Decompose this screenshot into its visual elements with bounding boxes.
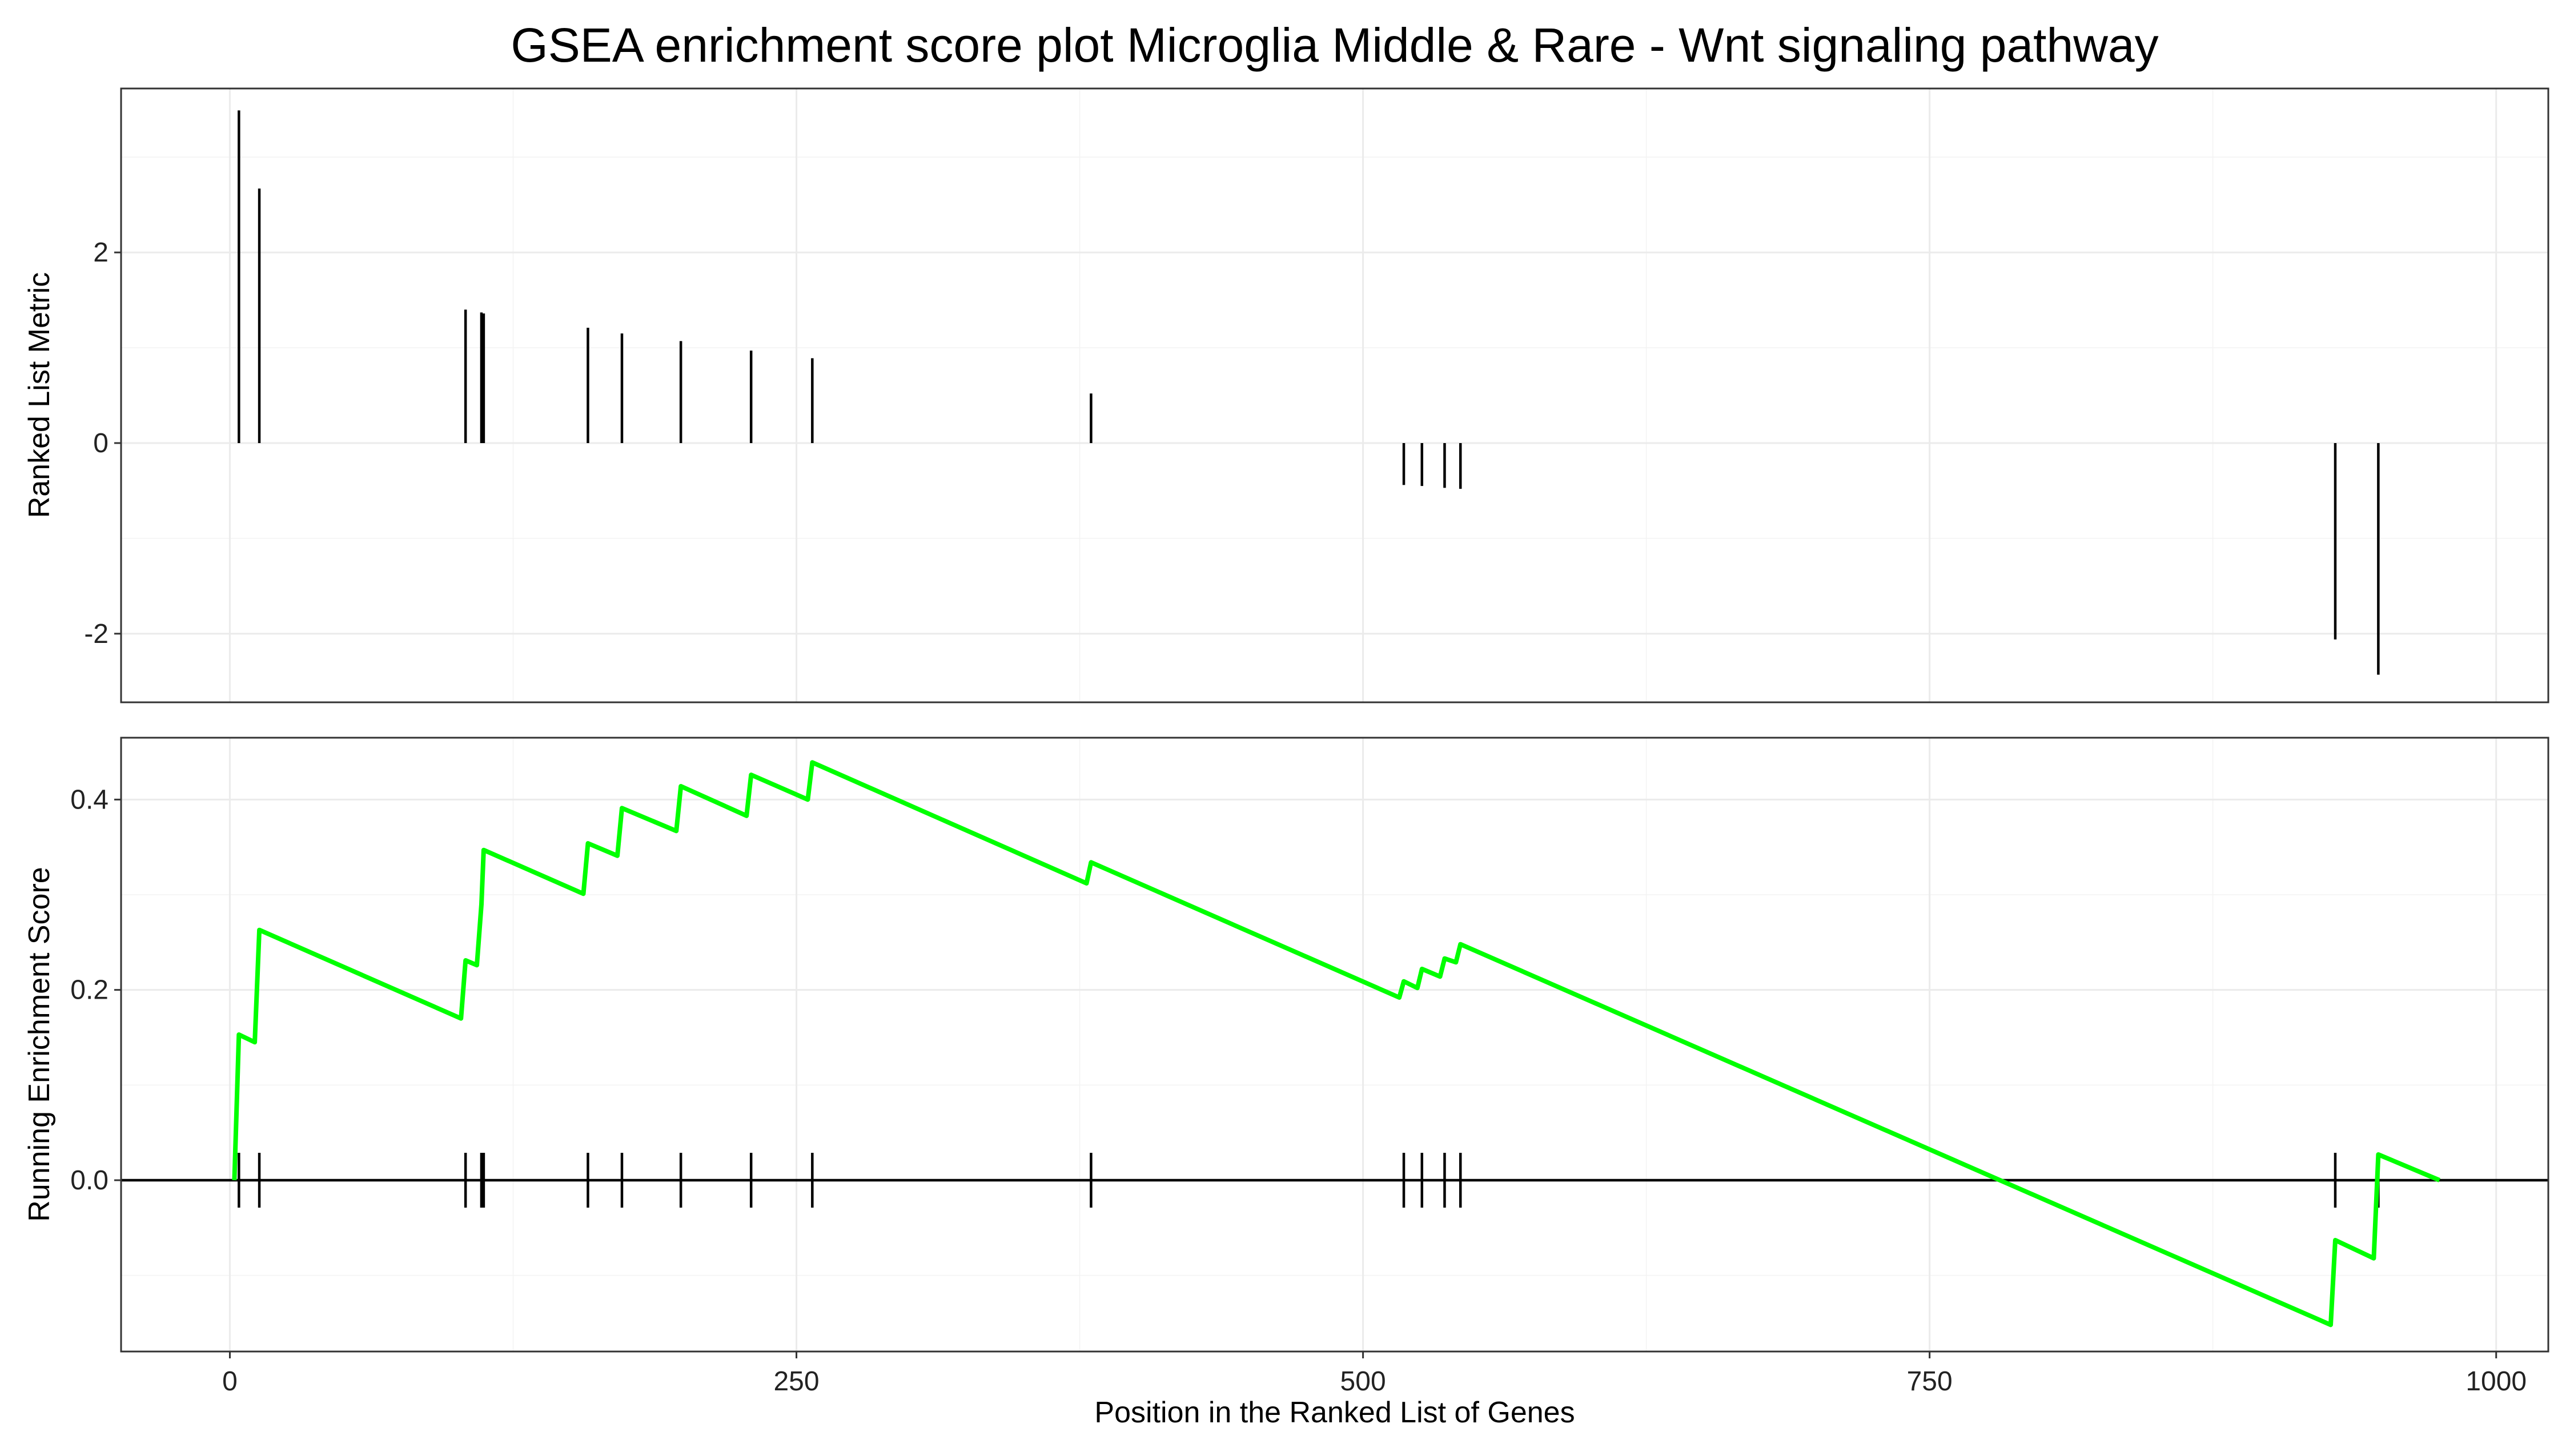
metric-y-tick-label: 0 [93, 428, 109, 458]
metric-panel: -2 0 2 Ranked List Metric [23, 87, 2549, 703]
metric-y-tick-label: -2 [84, 619, 109, 649]
metric-panel-grid [121, 89, 2548, 702]
chart-title: GSEA enrichment score plot Microglia Mid… [511, 18, 2158, 72]
enrichment-panel: 0.0 0.2 0.4 Running Enrichment Score [23, 737, 2549, 1353]
x-tick-label: 500 [1340, 1366, 1386, 1397]
enrichment-y-ticks: 0.0 0.2 0.4 [70, 785, 121, 1196]
metric-y-axis-title: Ranked List Metric [23, 272, 56, 518]
x-axis-ticks: 0 250 500 750 1000 [222, 1352, 2527, 1397]
enrichment-panel-border [120, 737, 2549, 1353]
enrichment-marks [121, 760, 2548, 1328]
enrichment-y-tick-label: 0.4 [70, 785, 109, 815]
x-tick-label: 250 [773, 1366, 819, 1397]
running-enrichment-score-line [232, 760, 2441, 1328]
metric-y-tick-label: 2 [93, 238, 109, 268]
enrichment-y-axis-title: Running Enrichment Score [23, 867, 56, 1221]
enrichment-y-tick-label: 0.2 [70, 975, 109, 1005]
metric-panel-border [120, 87, 2549, 703]
metric-bars [238, 110, 2380, 675]
enrichment-y-tick-label: 0.0 [70, 1165, 109, 1196]
x-axis-title: Position in the Ranked List of Genes [1094, 1396, 1575, 1429]
x-tick-label: 1000 [2465, 1366, 2527, 1397]
x-tick-label: 750 [1907, 1366, 1953, 1397]
metric-y-ticks: -2 0 2 [84, 238, 121, 649]
x-tick-label: 0 [222, 1366, 238, 1397]
